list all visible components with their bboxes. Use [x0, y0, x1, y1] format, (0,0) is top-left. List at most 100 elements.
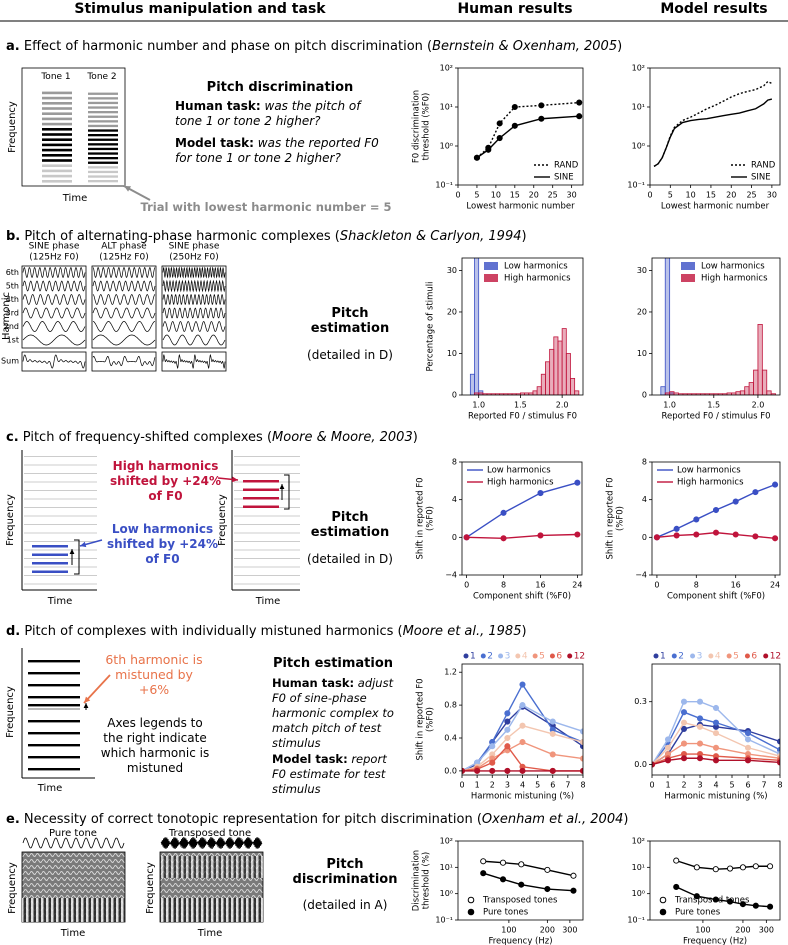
axis-label: Frequency — [217, 494, 228, 546]
legend-marker — [671, 653, 677, 659]
plot-area — [463, 479, 581, 542]
data-point — [696, 698, 704, 705]
plot-frame — [651, 461, 781, 576]
x-tick-label: 30 — [767, 191, 777, 200]
histogram-bar — [570, 377, 576, 395]
legend-label: 1 — [470, 652, 476, 662]
data-point — [511, 122, 518, 129]
y-tick-label: 10⁰ — [632, 142, 645, 151]
harmonic-bar — [42, 96, 72, 100]
panel-label: a. — [6, 39, 20, 54]
data-point — [538, 102, 545, 109]
harmonic-bar — [88, 170, 118, 174]
harmonic-bar — [28, 756, 80, 759]
panel-title: e. Necessity of correct tonotopic repres… — [6, 812, 628, 827]
legend-label: High harmonics — [677, 478, 744, 488]
data-point — [576, 99, 583, 106]
citation: Bernstein & Oxenham, 2005 — [432, 39, 618, 54]
data-point — [579, 728, 583, 735]
axis-label: Time — [197, 928, 223, 939]
data-point — [739, 901, 746, 908]
plot-frame — [457, 67, 584, 186]
harmonic-wave — [92, 334, 156, 346]
legend-label: 12 — [574, 652, 585, 662]
series-line — [476, 101, 580, 159]
y-axis-label: Shift in reported F0 — [606, 477, 616, 559]
y-tick-label: 0.4 — [444, 734, 457, 743]
histogram-bar — [549, 348, 555, 395]
wave-frame — [91, 265, 157, 349]
legend-marker — [463, 653, 469, 659]
data-point — [537, 490, 544, 497]
y-tick-label: 20 — [447, 307, 457, 316]
histogram-bar — [561, 328, 567, 395]
shifted-harmonic — [243, 497, 279, 500]
harmonic-bar — [28, 684, 80, 687]
histogram-bar — [536, 386, 542, 395]
legend-swatch — [681, 262, 695, 270]
legend-label: High harmonics — [504, 274, 571, 284]
column-header: Model results — [660, 1, 768, 17]
panel-label: d. — [6, 624, 21, 639]
harmonic-wave — [22, 280, 86, 292]
y-tick-label: 0 — [452, 391, 457, 400]
panel-title: b. Pitch of alternating-phase harmonic c… — [6, 229, 527, 244]
task-label: Human task: — [272, 676, 355, 690]
data-point — [752, 902, 759, 909]
harmonic-wave — [162, 334, 226, 346]
x-axis-label: Harmonic mistuning (%) — [471, 792, 574, 802]
series-line — [653, 98, 773, 167]
annotation: Axes legends to the right indicate which… — [100, 716, 210, 775]
legend-label: RAND — [751, 161, 776, 171]
y-tick-label: 0.3 — [634, 697, 647, 706]
x-axis-label: Reported F0 / stimulus F0 — [468, 412, 577, 422]
legend-label: High harmonics — [487, 478, 554, 488]
schematic-frame — [21, 67, 126, 187]
harmonic-wave — [92, 294, 156, 305]
y-tick-label: 10² — [440, 837, 453, 846]
plot-frame — [651, 257, 781, 396]
plot-frame — [457, 840, 584, 921]
arrow-head — [83, 703, 89, 708]
harmonic-bar — [88, 115, 118, 118]
harmonic-bar — [42, 148, 72, 152]
x-tick-label: 8 — [501, 581, 506, 590]
shifted-harmonic — [243, 480, 279, 483]
y-axis-label: Shift in reported F0 — [416, 477, 426, 559]
title-text: Necessity of correct tonotopic represent… — [23, 812, 482, 827]
legend-label: 4 — [715, 652, 721, 662]
histogram-bar — [469, 373, 475, 395]
panel-label: b. — [6, 229, 21, 244]
citation: Moore et al., 1985 — [402, 624, 522, 639]
data-point — [744, 736, 752, 743]
x-tick-label: 200 — [735, 926, 750, 935]
harmonic-bar — [88, 97, 118, 100]
title-close: ) — [412, 430, 418, 445]
x-tick-label: 0 — [649, 781, 654, 790]
x-tick-label: 2 — [681, 781, 686, 790]
task-heading: Pitch estimation — [310, 510, 390, 540]
data-point — [712, 866, 719, 873]
tone-label: Tone 2 — [87, 72, 117, 82]
column-label: SINE phase — [169, 242, 220, 252]
data-point — [489, 767, 496, 774]
sum-frame — [161, 351, 227, 372]
histogram-bar — [557, 340, 563, 395]
x-axis-label: Lowest harmonic number — [661, 202, 770, 212]
task-text: Human task: adjust F0 of sine-phase harm… — [272, 676, 397, 751]
legend-swatch — [681, 274, 695, 282]
legend-label: 3 — [505, 652, 511, 662]
sum-wave — [22, 354, 86, 369]
x-tick-label: 6 — [550, 781, 555, 790]
data-point — [664, 757, 672, 764]
histogram-bar — [474, 258, 480, 395]
arrow — [83, 674, 111, 704]
x-axis-label: Component shift (%F0) — [473, 592, 571, 602]
y-tick-label: 10⁻¹ — [435, 916, 453, 925]
annotation: Trial with lowest harmonic number = 5 — [140, 200, 392, 214]
x-tick-label: 4 — [520, 781, 525, 790]
y-tick-label: 10² — [632, 64, 645, 73]
data-point — [579, 739, 583, 746]
shifted-harmonic — [32, 545, 68, 548]
x-tick-label: 0 — [654, 581, 659, 590]
